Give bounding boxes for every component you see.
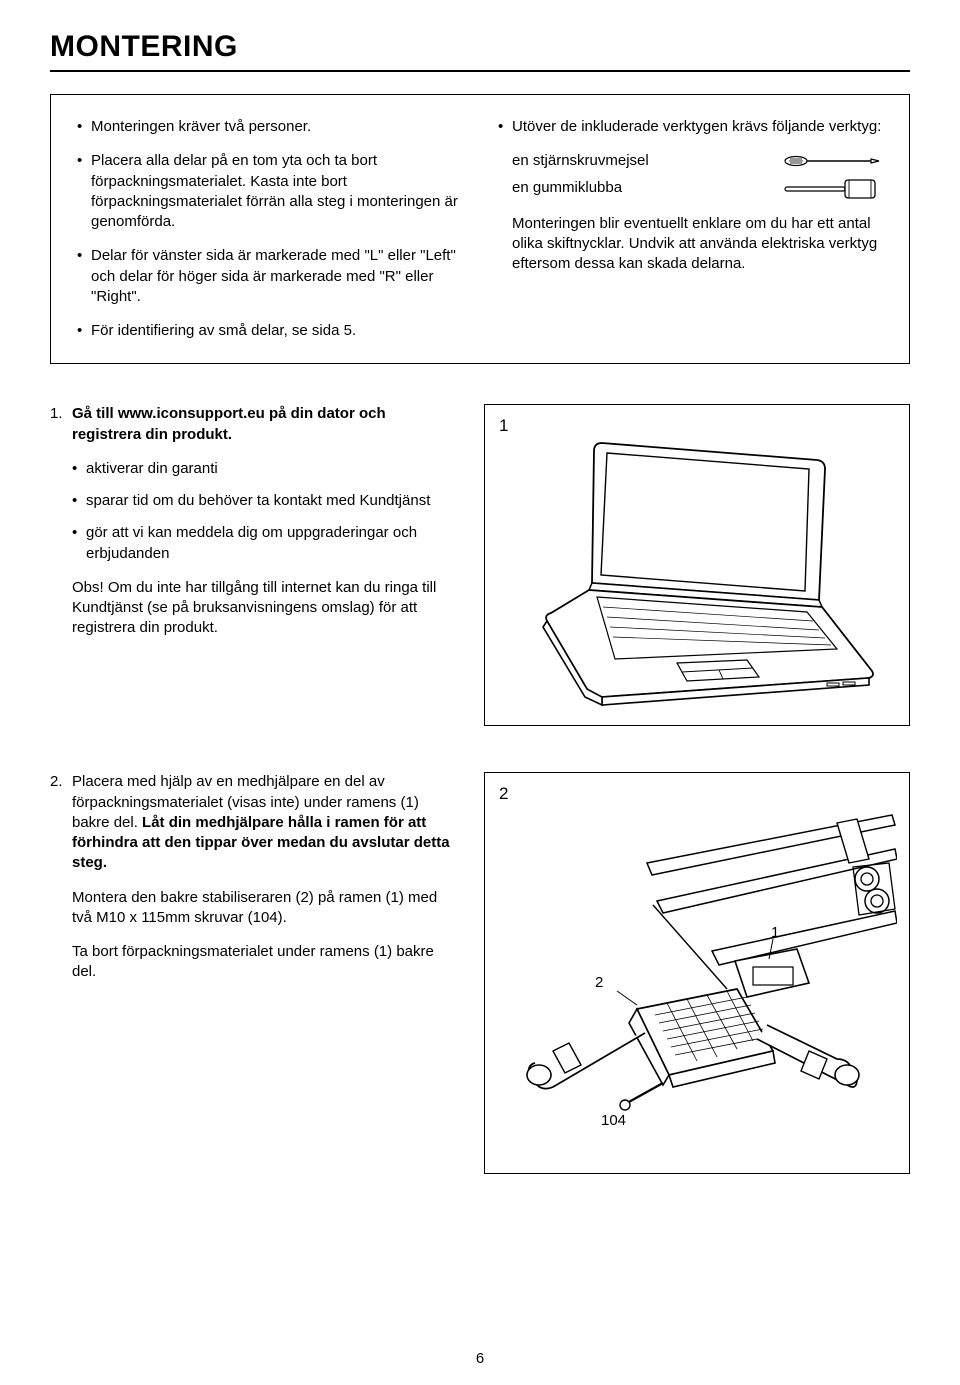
bullet-dot: • xyxy=(72,491,86,511)
tool-row: en stjärnskruvmejsel xyxy=(512,151,883,171)
info-bullet: • För identifiering av små delar, se sid… xyxy=(77,321,462,341)
sub-bullet: • aktiverar din garanti xyxy=(72,459,454,479)
info-bullet: • Monteringen kräver två personer. xyxy=(77,117,462,137)
info-bullet: • Utöver de inkluderade verktygen krävs … xyxy=(498,117,883,137)
step-1-note: Obs! Om du inte har tillgång till intern… xyxy=(72,578,454,639)
page-title: MONTERING xyxy=(50,30,910,64)
frame-assembly-icon xyxy=(497,783,897,1163)
step-2: 2. Placera med hjälp av en medhjälpare e… xyxy=(50,772,910,1174)
sub-bullet: • gör att vi kan meddela dig om uppgrade… xyxy=(72,523,454,564)
info-box: • Monteringen kräver två personer. • Pla… xyxy=(50,94,910,364)
step-2-p1: Placera med hjälp av en medhjälpare en d… xyxy=(72,772,454,873)
bullet-text: För identifiering av små delar, se sida … xyxy=(91,321,462,341)
figure-number: 1 xyxy=(499,415,508,438)
title-rule xyxy=(50,70,910,72)
part-label-2: 2 xyxy=(595,973,603,993)
bullet-text: sparar tid om du behöver ta kontakt med … xyxy=(86,491,454,511)
bullet-dot: • xyxy=(77,321,91,341)
bullet-text: Monteringen kräver två personer. xyxy=(91,117,462,137)
step-headline: Gå till www.iconsupport.eu på din dator … xyxy=(72,404,454,445)
bullet-text: Delar för vänster sida är markerade med … xyxy=(91,246,462,307)
info-bullet: • Placera alla delar på en tom yta och t… xyxy=(77,151,462,232)
part-label-104: 104 xyxy=(601,1111,626,1131)
bullet-dot: • xyxy=(72,523,86,564)
step-1-sublist: • aktiverar din garanti • sparar tid om … xyxy=(72,459,454,564)
info-footer-text: Monteringen blir eventuellt enklare om d… xyxy=(512,214,883,275)
bullet-text: gör att vi kan meddela dig om uppgraderi… xyxy=(86,523,454,564)
step-2-p2: Montera den bakre stabiliseraren (2) på … xyxy=(72,888,454,929)
step-1-text: 1. Gå till www.iconsupport.eu på din dat… xyxy=(50,404,464,726)
bullet-text: Placera alla delar på en tom yta och ta … xyxy=(91,151,462,232)
laptop-icon xyxy=(507,425,887,715)
tool-row: en gummiklubba xyxy=(512,178,883,200)
tool-label: en gummiklubba xyxy=(512,178,783,198)
sub-bullet: • sparar tid om du behöver ta kontakt me… xyxy=(72,491,454,511)
bullet-dot: • xyxy=(77,246,91,307)
info-bullet: • Delar för vänster sida är markerade me… xyxy=(77,246,462,307)
screwdriver-icon xyxy=(783,153,883,169)
step-1: 1. Gå till www.iconsupport.eu på din dat… xyxy=(50,404,910,726)
step-2-figure: 2 xyxy=(484,772,910,1174)
bullet-dot: • xyxy=(77,151,91,232)
step-1-figure: 1 xyxy=(484,404,910,726)
bullet-dot: • xyxy=(77,117,91,137)
bullet-text: Utöver de inkluderade verktygen krävs fö… xyxy=(512,117,883,137)
step-2-p3: Ta bort förpackningsmaterialet under ram… xyxy=(72,942,454,983)
bullet-text: aktiverar din garanti xyxy=(86,459,454,479)
info-col-left: • Monteringen kräver två personer. • Pla… xyxy=(77,117,462,341)
figure-number: 2 xyxy=(499,783,508,806)
tool-label: en stjärnskruvmejsel xyxy=(512,151,783,171)
page-number: 6 xyxy=(0,1350,960,1367)
step-number: 1. xyxy=(50,404,72,445)
step-number: 2. xyxy=(50,772,72,873)
mallet-icon xyxy=(783,178,883,200)
info-col-right: • Utöver de inkluderade verktygen krävs … xyxy=(498,117,883,341)
bullet-dot: • xyxy=(72,459,86,479)
part-label-1: 1 xyxy=(771,923,779,943)
step-2-text: 2. Placera med hjälp av en medhjälpare e… xyxy=(50,772,464,1174)
bullet-dot: • xyxy=(498,117,512,137)
